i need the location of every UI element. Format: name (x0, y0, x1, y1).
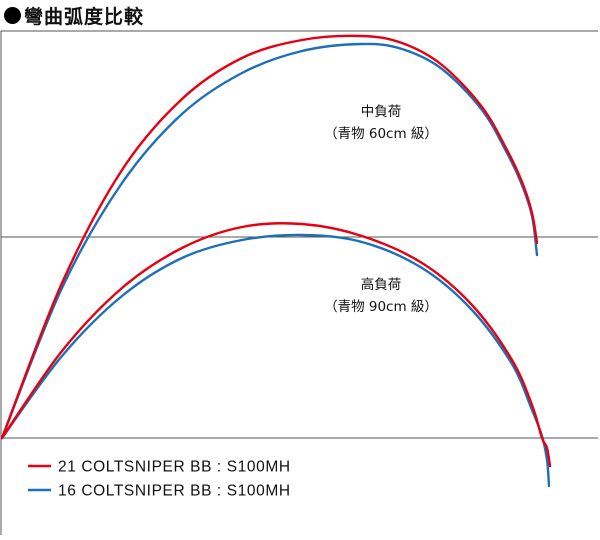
chart-frame (0, 30, 598, 535)
annotations-group: 中負荷 （青物 60cm 級） 高負荷 （青物 90cm 級） (324, 104, 438, 315)
high-load-curve-16 (0, 233, 551, 488)
curves-group (0, 34, 552, 488)
medium-load-curve-21 (0, 34, 539, 440)
legend: 21 COLTSNIPER BB : S100MH 16 COLTSNIPER B… (28, 459, 291, 500)
medium-load-label: 中負荷 (361, 104, 402, 120)
bullet-dot-icon (4, 6, 21, 24)
medium-load-sublabel: （青物 60cm 級） (324, 126, 438, 142)
legend-label-16: 16 COLTSNIPER BB : S100MH (58, 483, 291, 500)
chart-title-text: 彎曲弧度比較 (24, 5, 145, 28)
high-load-curve-21 (0, 222, 552, 468)
chart-title: 彎曲弧度比較 (4, 2, 144, 28)
legend-label-21: 21 COLTSNIPER BB : S100MH (58, 459, 291, 476)
high-load-label: 高負荷 (361, 276, 402, 293)
high-load-sublabel: （青物 90cm 級） (324, 299, 438, 315)
